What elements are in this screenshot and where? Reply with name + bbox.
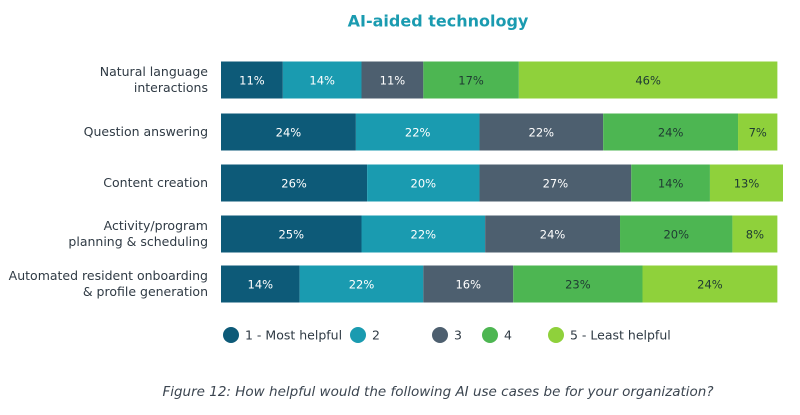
bar-segment — [485, 215, 621, 253]
caption: Figure 12: How helpful would the followi… — [162, 384, 713, 400]
legend-marker — [548, 327, 564, 343]
value-label: 22% — [411, 228, 437, 242]
value-label: 11% — [239, 74, 265, 88]
bar-segment — [221, 265, 300, 303]
bar-segment — [709, 164, 783, 202]
legend-marker — [482, 327, 498, 343]
bar-segment — [299, 265, 424, 303]
legend-label: 1 - Most helpful — [245, 328, 342, 343]
bar-segment — [221, 215, 362, 253]
legend-label: 3 — [454, 328, 462, 343]
category-label: Activity/program planning & scheduling — [68, 218, 208, 249]
bar-segment — [479, 164, 632, 202]
legend-marker — [432, 327, 448, 343]
value-label: 14% — [658, 177, 684, 191]
value-label: 8% — [746, 228, 764, 242]
value-label: 7% — [749, 126, 767, 140]
bar-segment — [423, 61, 519, 99]
value-label: 14% — [248, 278, 274, 292]
bar-segment — [361, 215, 486, 253]
bar-segment — [631, 164, 710, 202]
bar-segment — [603, 113, 739, 151]
category-label: Automated resident onboarding & profile … — [8, 268, 208, 299]
value-label: 24% — [658, 126, 684, 140]
value-label: 23% — [565, 278, 591, 292]
chart-title: AI-aided technology — [348, 12, 529, 31]
bar-segment — [221, 61, 283, 99]
value-label: 24% — [697, 278, 723, 292]
value-label: 46% — [635, 74, 661, 88]
value-label: 22% — [529, 126, 555, 140]
value-label: 22% — [349, 278, 375, 292]
bar-segment — [513, 265, 643, 303]
bar-segment — [423, 265, 514, 303]
value-label: 25% — [278, 228, 304, 242]
category-label: Natural language interactions — [99, 64, 208, 95]
bar-segment — [732, 215, 778, 253]
value-label: 20% — [663, 228, 689, 242]
bar-segment — [355, 113, 480, 151]
legend-label: 5 - Least helpful — [570, 328, 671, 343]
value-label: 17% — [458, 74, 484, 88]
bar-segment — [642, 265, 778, 303]
value-label: 11% — [380, 74, 406, 88]
legend-label: 4 — [504, 328, 512, 343]
legend-marker — [350, 327, 366, 343]
bar-segment — [221, 113, 356, 151]
bar-segment — [620, 215, 733, 253]
value-label: 16% — [455, 278, 481, 292]
category-label: Content creation — [103, 175, 208, 190]
legend-marker — [223, 327, 239, 343]
bar-segment — [367, 164, 480, 202]
value-label: 24% — [540, 228, 566, 242]
value-label: 26% — [281, 177, 307, 191]
bar-segment — [738, 113, 778, 151]
legend-label: 2 — [372, 328, 380, 343]
value-label: 13% — [734, 177, 760, 191]
value-label: 24% — [276, 126, 302, 140]
value-label: 20% — [411, 177, 437, 191]
value-label: 27% — [543, 177, 569, 191]
value-label: 14% — [309, 74, 335, 88]
category-label: Question answering — [83, 124, 208, 139]
bar-segment — [361, 61, 424, 99]
bar-segment — [221, 164, 368, 202]
bar-segment — [518, 61, 778, 99]
bar-segment — [479, 113, 604, 151]
bar-segment — [282, 61, 362, 99]
value-label: 22% — [405, 126, 431, 140]
